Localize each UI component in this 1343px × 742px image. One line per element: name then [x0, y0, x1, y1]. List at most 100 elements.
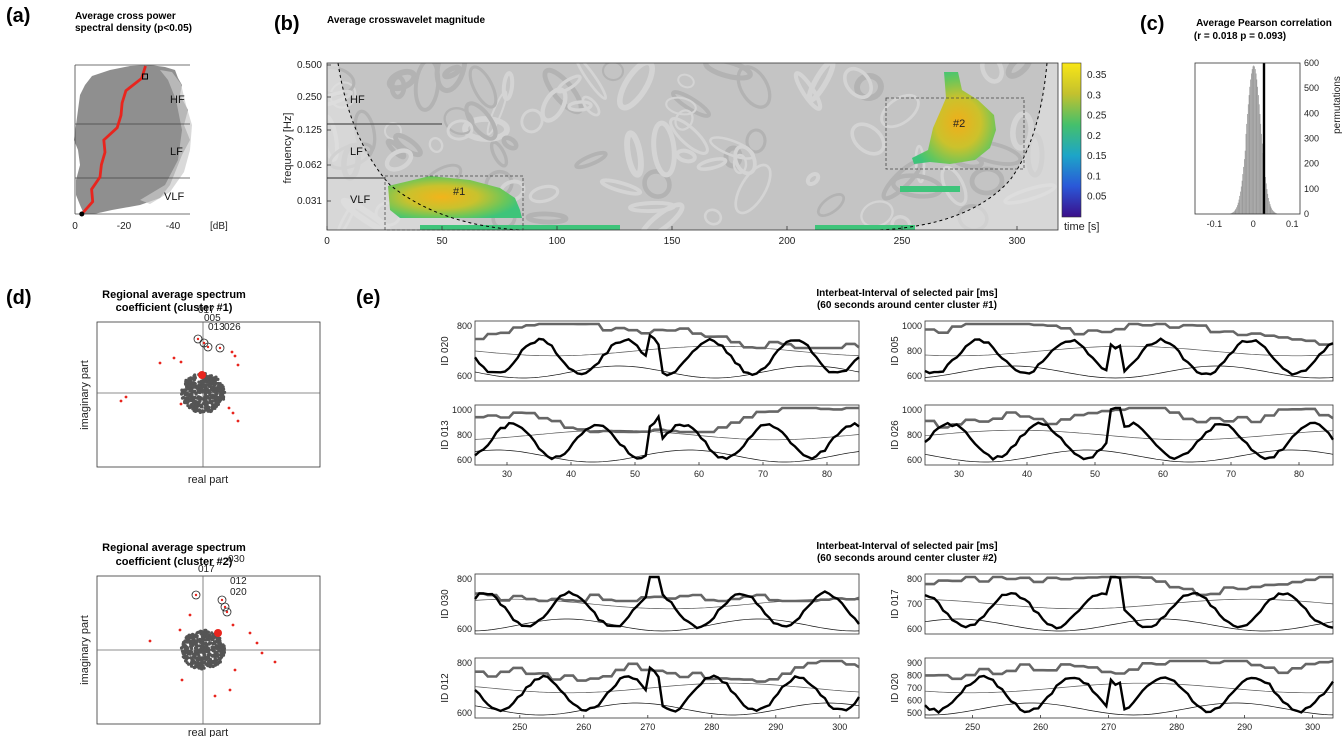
dTop-point	[186, 393, 190, 397]
panel-b-ytick: 0.500	[297, 60, 322, 71]
panel-d-bottom-id-017: 017	[198, 564, 215, 575]
dTop-point	[193, 389, 197, 393]
panel-b-texture-swirl	[675, 148, 697, 164]
panel-c-hist-bar	[1250, 79, 1251, 214]
panel-e-filtered-line	[474, 449, 860, 463]
panel-b-texture-swirl	[1010, 111, 1034, 151]
dTop-point	[200, 390, 204, 394]
panel-b-texture-swirl	[413, 63, 441, 112]
panel-e-xtick: 70	[758, 469, 768, 479]
dTop-selected-ring	[215, 343, 225, 353]
panel-e-xtick: 70	[1226, 469, 1236, 479]
panel-e-xtick: 80	[822, 469, 832, 479]
dTop-point	[194, 405, 198, 409]
panel-b-texture-swirl	[842, 66, 874, 100]
panel-a-title-1: Average cross power	[75, 11, 176, 22]
panel-c-hist-bar	[1244, 150, 1246, 214]
panel-d-top-id-013: 013	[208, 322, 225, 333]
panel-e-ytick: 900	[907, 658, 922, 668]
panel-e-ytick: 1000	[902, 405, 922, 415]
dBot-selected-ring	[222, 607, 232, 617]
panel-c-title-2: (r = 0.018 p = 0.093)	[1194, 31, 1286, 42]
panel-e-xtick: 80	[1294, 469, 1304, 479]
panel-e-frame	[924, 320, 1334, 382]
panel-b-texture-swirl	[669, 117, 709, 155]
dBot-point	[219, 651, 223, 656]
panel-d-bottom-id-020: 020	[230, 587, 247, 598]
panel-b-texture-swirl	[980, 63, 1004, 84]
dTop-point	[180, 388, 184, 392]
panel-e-ytick: 800	[457, 658, 472, 668]
dTop-point	[214, 404, 218, 408]
panel-b-xtick: 50	[436, 236, 448, 247]
panel-b-xtick: 100	[549, 236, 566, 247]
panel-c-hist-bar	[1266, 189, 1268, 214]
dTop-point	[207, 380, 211, 384]
panel-b-texture-swirl	[574, 150, 608, 170]
panel-b-bottom-strip-2	[815, 225, 915, 230]
dTop-point	[184, 382, 188, 386]
panel-b-bottom-strip	[420, 225, 620, 230]
dTop-point	[203, 387, 207, 391]
panel-a-top-marker	[142, 73, 148, 80]
panel-c-hist-bar	[1234, 210, 1236, 214]
dTop-point	[199, 380, 203, 384]
panel-e-id-label: ID 012	[440, 673, 451, 703]
panel-c-hist-bar	[1254, 69, 1256, 214]
panel-b-region-vlf: VLF	[350, 194, 370, 206]
panel-b-ytick: 0.125	[297, 125, 322, 136]
dBot-point	[201, 664, 205, 668]
dTop-red-point	[179, 360, 183, 364]
panel-a: (a) Average cross power spectral density…	[6, 5, 228, 232]
panel-e-id-label: ID 013	[440, 420, 451, 450]
panel-b-texture-swirl	[696, 157, 728, 171]
panel-e-xtick: 270	[640, 722, 655, 732]
dTop-point	[190, 390, 194, 394]
panel-b-texture-swirl	[556, 74, 582, 94]
dBot-point	[200, 630, 204, 634]
dTop-point	[187, 377, 191, 382]
panel-b-cluster-2-blob	[912, 72, 996, 164]
panel-b-ytick: 0.250	[297, 92, 322, 103]
dBot-point	[208, 652, 212, 657]
panel-c-hist-bar	[1239, 195, 1241, 214]
dTop-point	[187, 406, 192, 410]
panel-b-texture-swirl	[732, 153, 748, 175]
dTop-point	[184, 378, 188, 382]
panel-e-ytick: 600	[457, 455, 472, 465]
dTop-point	[208, 398, 212, 402]
dBot-point	[216, 647, 221, 652]
panel-b-xtick: 0	[324, 236, 330, 247]
panel-e-subplot-b4: ID 020 900 800 700 600 500 250 260 270 280 290 300	[890, 657, 1334, 732]
panel-e-ibi-black-line	[924, 406, 1335, 461]
panel-c-ytick: 600	[1304, 58, 1319, 68]
panel-c-hist-bar	[1246, 123, 1248, 214]
panel-e-trend-line	[924, 429, 1334, 441]
panel-e-trend-line	[474, 345, 860, 357]
panel-e-xtick: 50	[630, 469, 640, 479]
dTop-point	[208, 391, 212, 395]
dTop-selected-point	[206, 345, 210, 349]
panel-e-xtick: 290	[768, 722, 783, 732]
dBot-selected-point	[225, 610, 229, 614]
dBot-point	[203, 628, 207, 632]
panel-b-colorbar-ticks: 0.35 0.3 0.25 0.2 0.15 0.1 0.05	[1087, 70, 1107, 203]
dBot-point	[197, 666, 201, 670]
panel-c-hist-bar	[1267, 193, 1269, 214]
dTop-point	[192, 384, 196, 389]
dTop-point	[216, 377, 220, 381]
panel-b: (b) Average crosswavelet magnitude HF LF…	[274, 13, 1107, 247]
panel-c-hist-bar	[1247, 104, 1249, 214]
dTop-point	[191, 407, 195, 411]
panel-a-xtick-2: -40	[166, 221, 181, 232]
panel-e-xtick: 30	[954, 469, 964, 479]
panel-b-texture-swirl	[528, 184, 560, 204]
panel-c-hist-bar	[1261, 143, 1263, 214]
dBot-point	[221, 646, 225, 651]
panel-c-hist-bar	[1248, 95, 1250, 214]
panel-d-bottom-xlabel: real part	[188, 727, 228, 737]
dBot-point	[191, 652, 196, 657]
dTop-point	[197, 408, 201, 412]
dTop-point	[184, 401, 188, 405]
panel-c-ylabel: permutations	[1332, 76, 1343, 134]
